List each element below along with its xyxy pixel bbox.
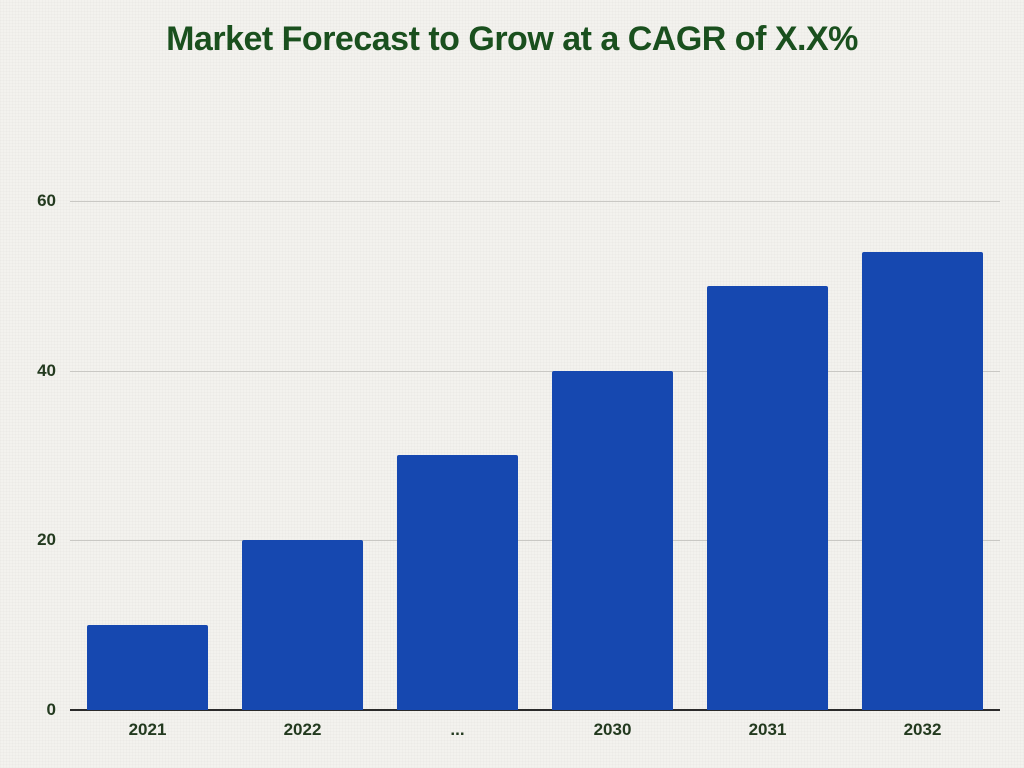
bar <box>707 286 828 710</box>
bar <box>397 455 518 710</box>
x-tick-label: ... <box>450 720 464 740</box>
bar-slot: 2030 <box>535 150 690 710</box>
x-tick-label: 2030 <box>594 720 632 740</box>
bar-slot: 2032 <box>845 150 1000 710</box>
bar <box>862 252 983 710</box>
chart-plot: 020406020212022...203020312032 <box>70 150 1000 710</box>
bars-container: 20212022...203020312032 <box>70 150 1000 710</box>
x-tick-label: 2032 <box>904 720 942 740</box>
bar-slot: 2031 <box>690 150 845 710</box>
bar-slot: ... <box>380 150 535 710</box>
bar <box>552 371 673 710</box>
bar-slot: 2021 <box>70 150 225 710</box>
y-tick-label: 0 <box>47 700 56 720</box>
x-tick-label: 2022 <box>284 720 322 740</box>
chart-plot-area: 020406020212022...203020312032 <box>70 150 1000 710</box>
bar <box>242 540 363 710</box>
y-tick-label: 20 <box>37 530 56 550</box>
x-tick-label: 2021 <box>129 720 167 740</box>
x-tick-label: 2031 <box>749 720 787 740</box>
chart-title: Market Forecast to Grow at a CAGR of X.X… <box>0 20 1024 59</box>
bar-slot: 2022 <box>225 150 380 710</box>
y-tick-label: 60 <box>37 191 56 211</box>
y-tick-label: 40 <box>37 361 56 381</box>
bar <box>87 625 208 710</box>
